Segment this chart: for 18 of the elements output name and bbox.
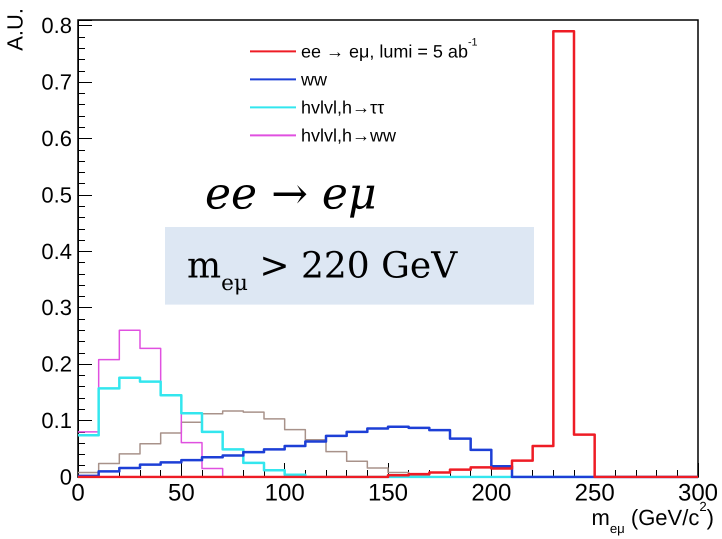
legend-label: hvlvl,h→ττ xyxy=(301,97,384,118)
x-tick-label: 150 xyxy=(368,480,408,506)
x-tick-label: 50 xyxy=(168,480,195,506)
y-tick-label: 0.4 xyxy=(41,238,72,264)
annotation: ee → eμ xyxy=(205,168,377,220)
x-tick-label: 200 xyxy=(471,480,512,506)
y-axis-title: A.U. xyxy=(2,8,28,51)
y-tick-label: 0.7 xyxy=(41,70,72,95)
y-tick-label: 0.6 xyxy=(41,126,72,151)
y-tick-label: 0.5 xyxy=(41,182,72,208)
x-tick-label: 250 xyxy=(574,480,615,506)
y-tick-label: 0.2 xyxy=(41,352,72,377)
legend-label: hvlvl,h→ww xyxy=(301,125,398,146)
y-tick-label: 0.3 xyxy=(41,295,72,320)
legend-label: ww xyxy=(300,69,328,90)
y-tick-label: 0.8 xyxy=(41,13,72,38)
y-tick-label: 0.1 xyxy=(41,408,72,434)
x-tick-label: 100 xyxy=(264,480,305,506)
